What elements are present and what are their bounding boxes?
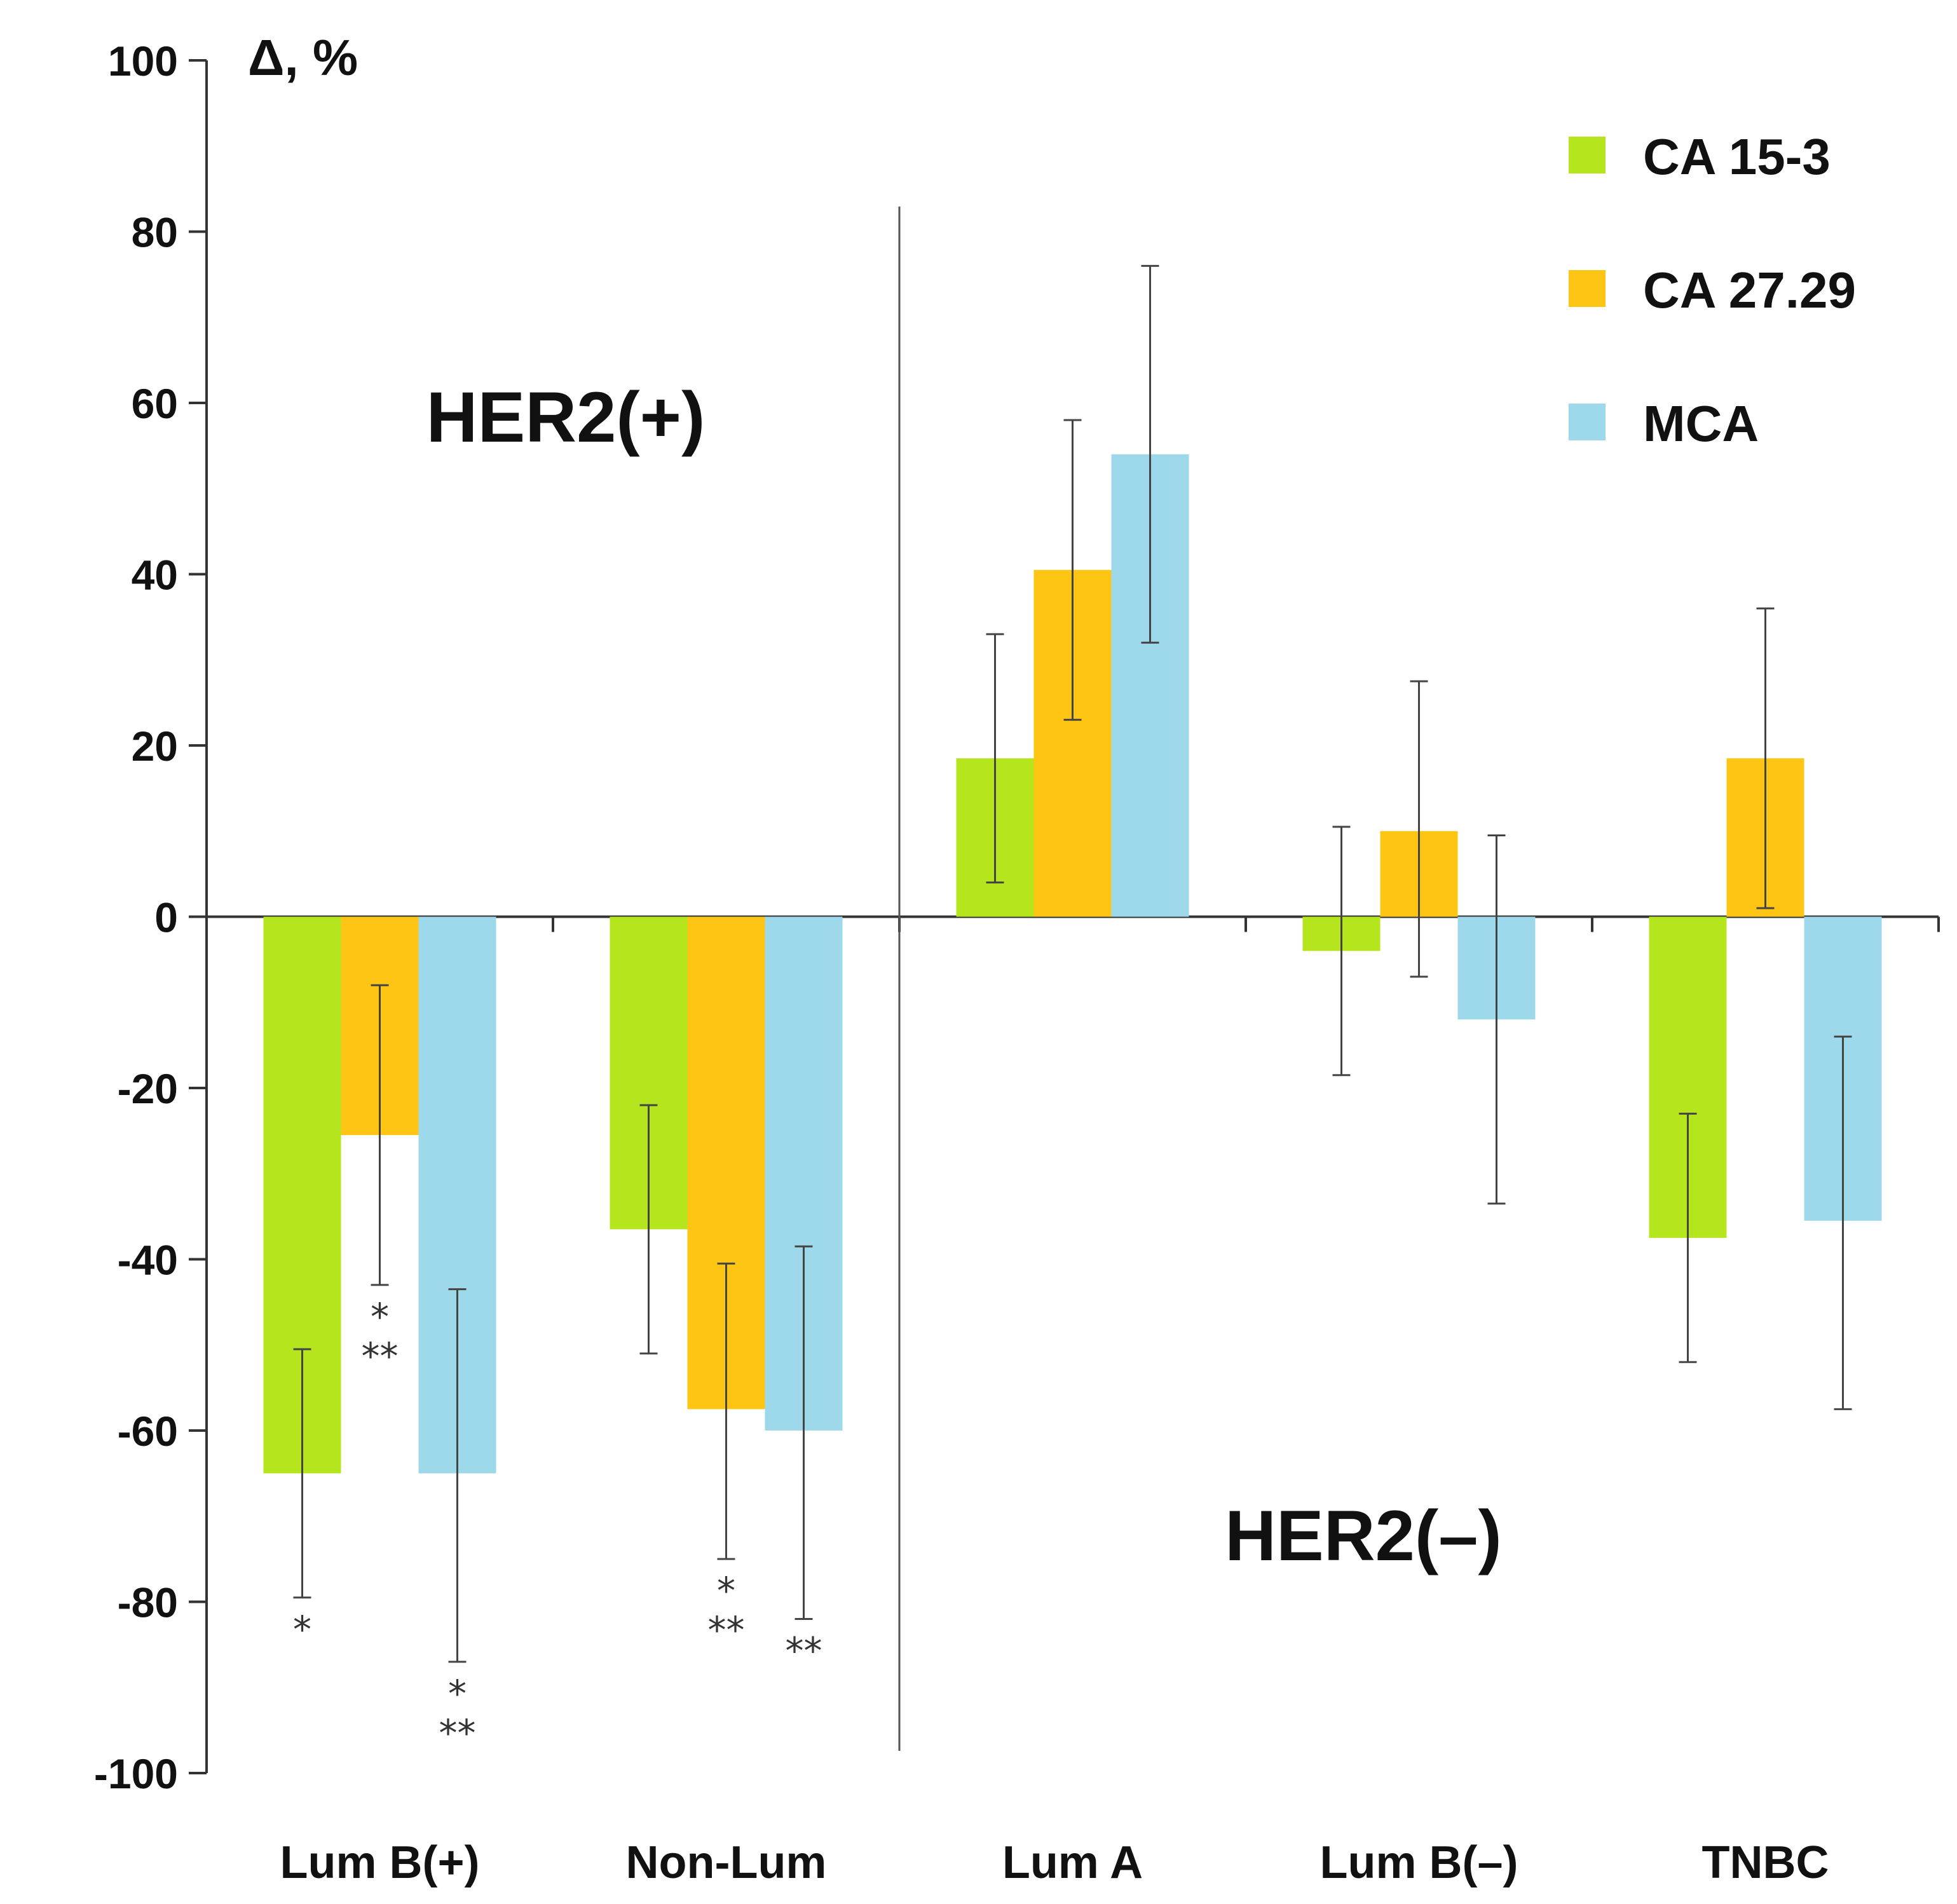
x-tick-label: Lum B(+) — [280, 1837, 480, 1888]
y-tick-label: 20 — [132, 723, 178, 770]
y-tick-label: -80 — [118, 1579, 178, 1626]
y-tick-label: 60 — [132, 380, 178, 427]
axes: 100 80 60 40 20 0 -20 -40 -60 -80 -100 Δ, % — [94, 29, 1940, 1797]
y-tick-label: -100 — [94, 1750, 178, 1797]
legend-label: CA 27.29 — [1643, 262, 1856, 318]
x-tick-label: Lum A — [1002, 1837, 1143, 1888]
y-tick-label: 80 — [132, 209, 178, 256]
significance-marker: * — [293, 1608, 311, 1651]
legend: CA 15-3 CA 27.29 MCA — [1569, 128, 1856, 452]
x-tick-label: Non-Lum — [626, 1837, 827, 1888]
y-tick-label: 0 — [154, 894, 178, 941]
y-tick-label: -40 — [118, 1237, 178, 1284]
significance-marker: ** — [786, 1629, 822, 1672]
y-tick-label: 100 — [108, 37, 178, 85]
significance-marker: ** — [708, 1608, 745, 1652]
significance-marker: * — [448, 1672, 467, 1715]
group-label-her2-negative: HER2(–) — [1225, 1496, 1502, 1575]
y-tick-label: 40 — [132, 552, 178, 599]
group-label-her2-positive: HER2(+) — [426, 377, 706, 457]
y-tick-label: -60 — [118, 1408, 178, 1455]
significance-marker: * — [371, 1295, 389, 1338]
legend-label: MCA — [1643, 395, 1759, 452]
error-bars — [293, 264, 1852, 1663]
y-tick-label: -20 — [118, 1065, 178, 1112]
legend-swatch — [1569, 404, 1606, 440]
x-tick-label: TNBC — [1702, 1837, 1829, 1888]
y-axis-label: Δ, % — [248, 29, 358, 86]
legend-swatch — [1569, 270, 1606, 307]
significance-marker: ** — [439, 1711, 476, 1755]
labels: Lum B(+) Non-Lum Lum A Lum B(–) TNBC********… — [280, 377, 1829, 1888]
legend-label: CA 15-3 — [1643, 128, 1831, 185]
legend-swatch — [1569, 137, 1606, 173]
x-tick-label: Lum B(–) — [1320, 1837, 1518, 1888]
significance-marker: * — [717, 1569, 735, 1612]
significance-marker: ** — [362, 1335, 399, 1378]
